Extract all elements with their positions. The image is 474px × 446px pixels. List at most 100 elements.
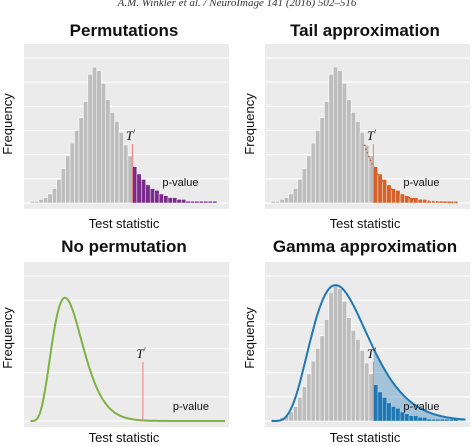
histogram-bar — [315, 130, 321, 204]
histogram-bar — [288, 193, 294, 204]
histogram-bar — [100, 83, 106, 204]
x-axis-label: Test statistic — [330, 430, 401, 445]
histogram-bar — [198, 200, 204, 204]
p-value-label: p-value — [403, 401, 439, 413]
histogram-bar — [83, 101, 89, 204]
p-value-label: p-value — [173, 401, 209, 413]
histogram-bar — [324, 101, 330, 204]
histogram-bars — [29, 66, 218, 204]
histogram-bar — [297, 397, 303, 422]
histogram-bar — [56, 179, 62, 204]
y-axis-label: Frequency — [0, 93, 15, 155]
histogram-bar — [306, 373, 312, 422]
histogram-bar — [364, 144, 370, 204]
histogram-bar — [172, 197, 178, 204]
histogram-bar — [136, 173, 142, 204]
histogram-bar — [359, 350, 365, 422]
histogram-bar — [297, 179, 303, 204]
histogram-bar — [333, 66, 339, 204]
histogram-bar — [341, 83, 347, 204]
tail-fit-curve — [363, 144, 458, 204]
histogram-bar — [47, 193, 53, 204]
histogram-bar — [29, 200, 35, 204]
histogram-bar — [395, 190, 401, 204]
histogram-bar — [167, 197, 173, 204]
histogram-bar — [181, 199, 187, 204]
histogram-bar — [310, 142, 316, 204]
histogram-bar — [127, 155, 133, 204]
histogram-bar — [141, 179, 147, 204]
panel-gamma-approximation: Gamma approximation Frequency T' p-value… — [242, 237, 470, 445]
histogram-bar — [346, 317, 352, 422]
histogram-bar — [364, 362, 370, 422]
histogram-bar — [293, 188, 298, 204]
histogram-bar — [382, 179, 388, 204]
histogram-bar — [324, 319, 330, 422]
histogram-bar — [270, 200, 276, 204]
histogram-bar — [368, 155, 374, 204]
histogram-bar — [123, 144, 129, 204]
histogram-bar — [368, 373, 374, 422]
histogram-bar — [337, 70, 343, 204]
plot-background — [24, 262, 229, 427]
histogram-bar — [87, 74, 93, 204]
histogram-bar — [52, 188, 57, 204]
histogram-bar — [453, 200, 459, 204]
histogram-bar — [69, 142, 75, 204]
journal-citation: A.M. Winkler et al. / NeuroImage 141 (20… — [117, 0, 357, 9]
y-axis-label: Frequency — [0, 307, 15, 369]
panel-no-permutation: No permutation Frequency T' p-value Test… — [0, 237, 229, 445]
p-value-label: p-value — [403, 177, 439, 189]
observed-statistic-label: T' — [126, 128, 136, 143]
histogram-bar — [34, 200, 40, 204]
histogram-bar — [96, 70, 102, 204]
observed-statistic-label: T' — [367, 128, 377, 143]
panel-permutations: Permutations Frequency T' p-value Test s… — [0, 21, 229, 231]
y-axis-label: Frequency — [242, 307, 257, 369]
histogram-bar — [145, 184, 151, 204]
histogram-bar — [328, 74, 334, 204]
histogram-bar — [315, 348, 321, 422]
density-curve — [30, 296, 225, 422]
histogram-bar — [284, 197, 290, 204]
histogram-bar — [185, 200, 191, 204]
p-value-label: p-value — [162, 177, 198, 189]
histogram-bar — [105, 99, 111, 204]
histogram-bar — [355, 121, 361, 204]
x-axis-label: Test statistic — [89, 430, 160, 445]
histogram-bar — [78, 117, 84, 204]
histogram-bar — [212, 200, 218, 204]
x-axis-label: Test statistic — [330, 216, 401, 231]
histogram-bar — [337, 288, 343, 422]
y-axis-label: Frequency — [242, 93, 257, 155]
panel-title: Permutations — [70, 21, 179, 40]
histogram-bar — [163, 195, 169, 204]
x-axis-label: Test statistic — [89, 216, 160, 231]
histogram-bar — [65, 155, 71, 204]
histogram-bar — [207, 200, 213, 204]
histogram-bar — [386, 184, 392, 204]
histogram-bar — [114, 121, 120, 204]
histogram-bar — [194, 200, 200, 204]
histogram-bar — [43, 197, 49, 204]
panel-title: Tail approximation — [290, 21, 440, 40]
histogram-bar — [341, 301, 347, 422]
histogram-bar — [319, 335, 325, 422]
panel-title: No permutation — [61, 237, 187, 256]
histogram-bar — [60, 168, 66, 204]
histogram-bar — [109, 112, 115, 204]
tail-area — [373, 348, 466, 421]
histogram-bar — [279, 199, 285, 204]
histogram-bar — [373, 166, 379, 204]
histogram-bar — [359, 132, 365, 204]
histogram-bar — [333, 284, 339, 422]
histogram-bar — [118, 132, 124, 204]
observed-statistic-label: T' — [367, 346, 377, 361]
histogram-bars — [270, 66, 459, 204]
histogram-bar — [346, 99, 352, 204]
histogram-bar — [350, 330, 356, 422]
histogram-bar — [301, 168, 307, 204]
histogram-bar — [176, 199, 182, 204]
histogram-bar — [306, 155, 312, 204]
